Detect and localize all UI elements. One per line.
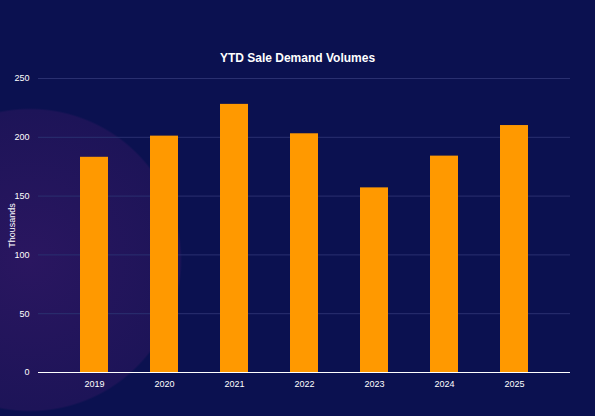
svg-text:100: 100 bbox=[14, 250, 29, 260]
svg-text:50: 50 bbox=[19, 309, 29, 319]
svg-text:2024: 2024 bbox=[434, 379, 454, 389]
svg-text:250: 250 bbox=[14, 73, 29, 83]
html-text:YTD Sale Demand Volumes: YTD Sale Demand Volumes bbox=[219, 51, 376, 65]
svg-text:2022: 2022 bbox=[294, 379, 314, 389]
svg-text:2020: 2020 bbox=[154, 379, 174, 389]
svg-text:2021: 2021 bbox=[224, 379, 244, 389]
svg-text:2025: 2025 bbox=[504, 379, 524, 389]
svg-text:200: 200 bbox=[14, 132, 29, 142]
svg-text:2023: 2023 bbox=[364, 379, 384, 389]
svg-text:150: 150 bbox=[14, 191, 29, 201]
svg-text:Thousands: Thousands bbox=[7, 203, 17, 248]
svg-text:0: 0 bbox=[24, 367, 29, 377]
svg-text:2019: 2019 bbox=[84, 379, 104, 389]
